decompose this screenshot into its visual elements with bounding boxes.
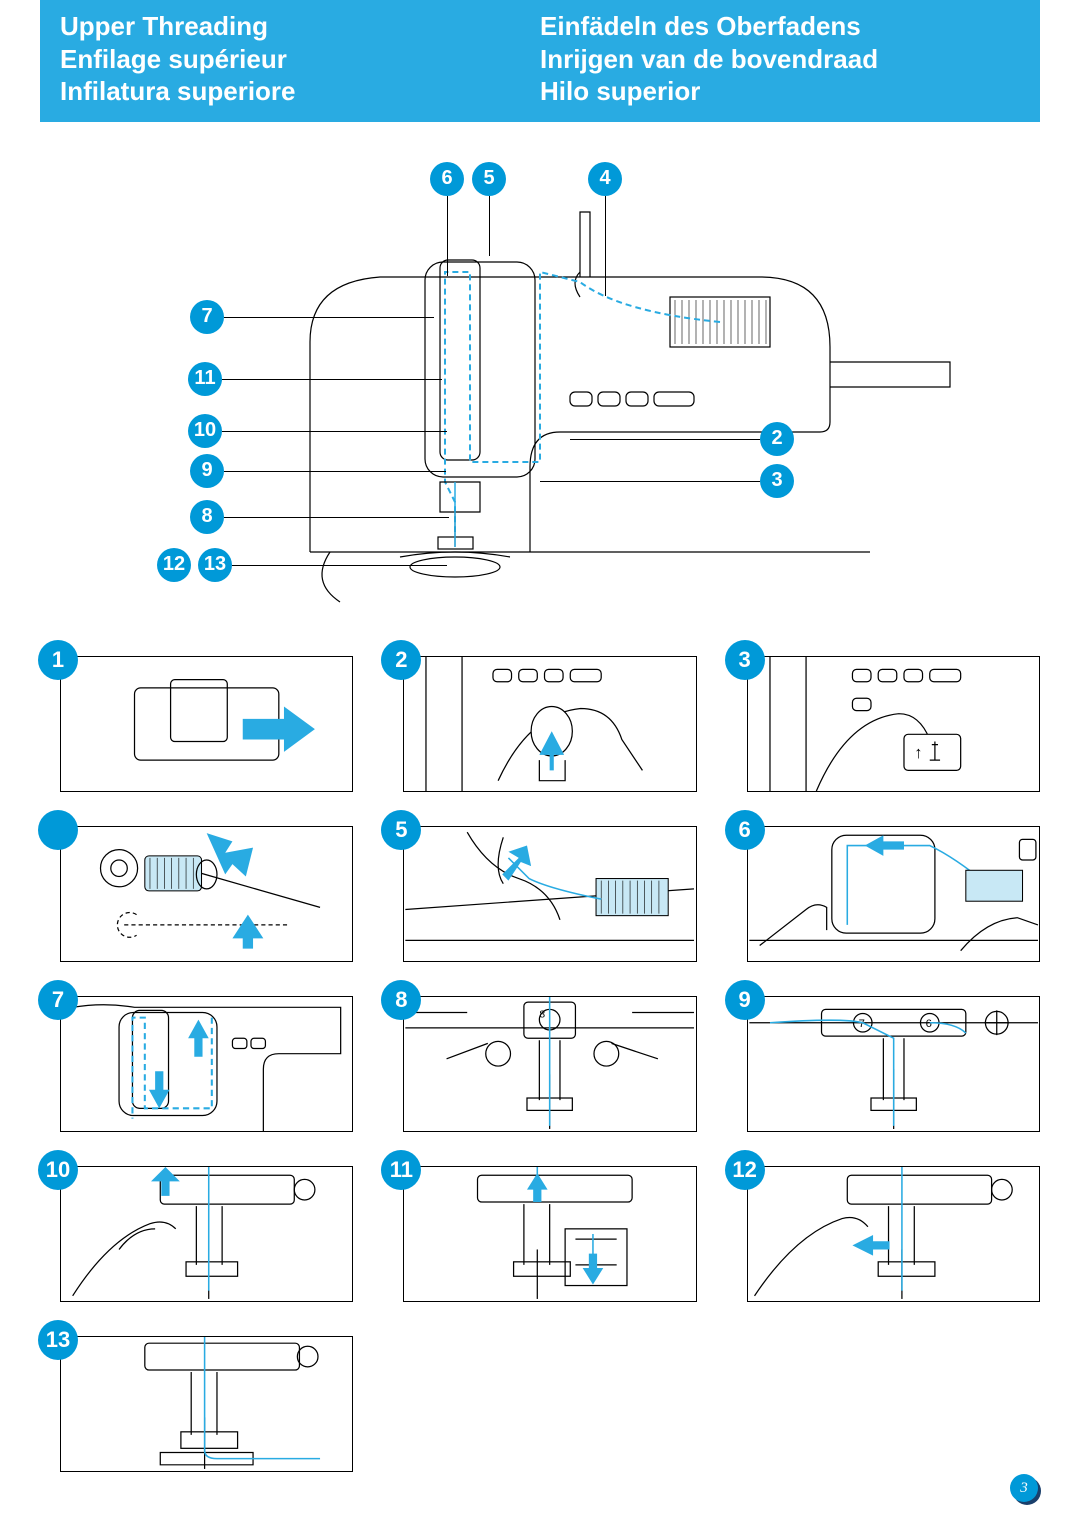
leader-line	[447, 196, 448, 276]
leader-line	[222, 379, 442, 380]
title-en: Upper Threading	[60, 10, 540, 43]
leader-line	[222, 431, 447, 432]
leader-line	[605, 196, 606, 296]
leader-line	[224, 317, 434, 318]
step-badge: 7	[38, 980, 78, 1020]
leader-line	[224, 471, 446, 472]
page-number: 3	[1010, 1474, 1040, 1504]
step-badge: 2	[381, 640, 421, 680]
callout-6: 6	[430, 162, 464, 196]
callout-4: 4	[588, 162, 622, 196]
step-6: 6	[727, 812, 1040, 962]
title-it: Infilatura superiore	[60, 75, 540, 108]
callout-11: 11	[188, 362, 222, 396]
step-2: 2	[383, 642, 696, 792]
title-nl: Inrijgen van de bovendraad	[540, 43, 1020, 76]
header-banner: Upper Threading Enfilage supérieur Infil…	[40, 0, 1040, 122]
steps-grid: 1 2	[40, 642, 1040, 1302]
step-badge: 1	[38, 640, 78, 680]
callout-13: 13	[198, 548, 232, 582]
step-badge: 8	[381, 980, 421, 1020]
leader-line	[489, 196, 490, 256]
leader-line	[232, 565, 447, 566]
step-badge: 3	[725, 640, 765, 680]
callout-12: 12	[157, 548, 191, 582]
title-es: Hilo superior	[540, 75, 1020, 108]
header-left: Upper Threading Enfilage supérieur Infil…	[60, 10, 540, 108]
callout-10: 10	[188, 414, 222, 448]
main-diagram: 6 5 4 7 11 10 9 8 12 13 2 3	[40, 152, 1040, 632]
callout-8: 8	[190, 500, 224, 534]
page-number-value: 3	[1010, 1474, 1038, 1502]
svg-text:↑: ↑	[914, 744, 922, 762]
svg-text:6: 6	[925, 1017, 931, 1029]
callout-5: 5	[472, 162, 506, 196]
leader-line	[224, 517, 449, 518]
step-11: 11	[383, 1152, 696, 1302]
step-5: 5	[383, 812, 696, 962]
step-badge: 13	[38, 1320, 78, 1360]
step-badge: 6	[725, 810, 765, 850]
step-8: 8 8	[383, 982, 696, 1132]
steps-grid-last: 13	[40, 1322, 1040, 1472]
step-13: 13	[40, 1322, 353, 1472]
step-badge	[38, 810, 78, 850]
header-right: Einfädeln des Oberfadens Inrijgen van de…	[540, 10, 1020, 108]
step-3: ↑ 3	[727, 642, 1040, 792]
step-badge: 9	[725, 980, 765, 1020]
callout-9: 9	[190, 454, 224, 488]
step-10: 10	[40, 1152, 353, 1302]
step-badge: 11	[381, 1150, 421, 1190]
step-1: 1	[40, 642, 353, 792]
callout-7: 7	[190, 300, 224, 334]
step-4	[40, 812, 353, 962]
step-badge: 10	[38, 1150, 78, 1190]
svg-text:8: 8	[540, 1009, 546, 1020]
step-12: 12	[727, 1152, 1040, 1302]
title-de: Einfädeln des Oberfadens	[540, 10, 1020, 43]
title-fr: Enfilage supérieur	[60, 43, 540, 76]
step-badge: 5	[381, 810, 421, 850]
leader-line	[540, 481, 760, 482]
step-7: 7	[40, 982, 353, 1132]
step-badge: 12	[725, 1150, 765, 1190]
callout-2: 2	[760, 422, 794, 456]
step-9: 7 6 9	[727, 982, 1040, 1132]
leader-line	[570, 439, 760, 440]
callout-3: 3	[760, 464, 794, 498]
sewing-machine-illustration	[270, 182, 970, 612]
